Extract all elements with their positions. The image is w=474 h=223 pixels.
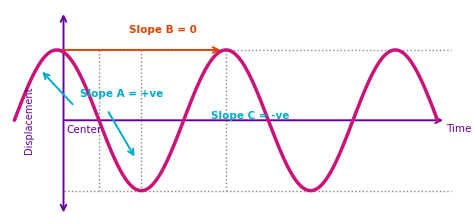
- Text: Slope B = 0: Slope B = 0: [129, 25, 197, 35]
- Text: Slope C = -ve: Slope C = -ve: [211, 111, 289, 121]
- Text: Time: Time: [446, 124, 471, 134]
- Text: Displacement: Displacement: [24, 87, 35, 154]
- Text: Slope A = +ve: Slope A = +ve: [80, 89, 163, 99]
- Text: Center: Center: [66, 125, 101, 135]
